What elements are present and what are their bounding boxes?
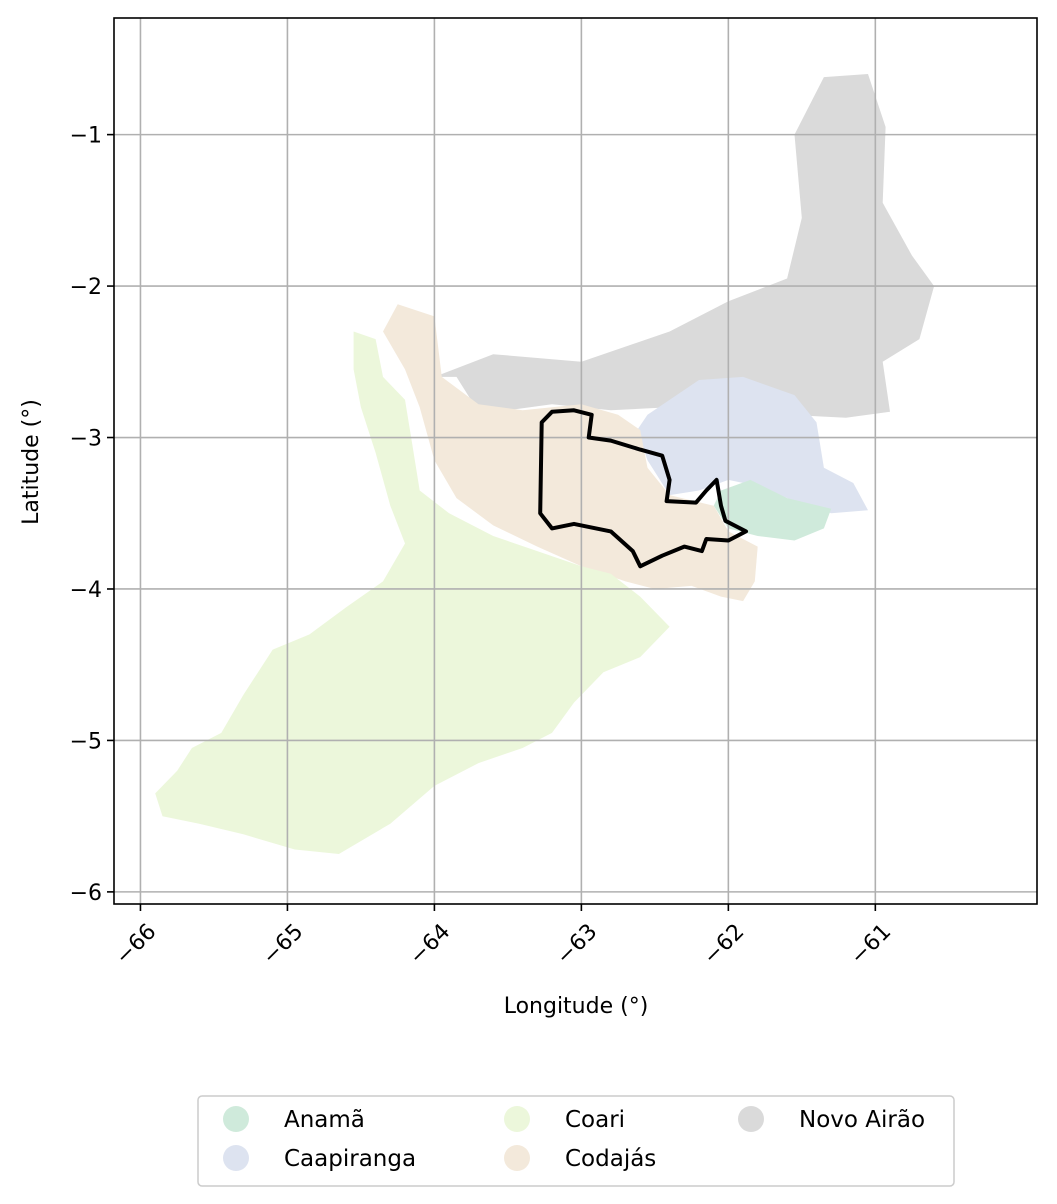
legend-swatch <box>223 1145 249 1171</box>
region-codajas <box>383 304 758 602</box>
x-tick-label: −63 <box>552 919 603 970</box>
x-tick-label: −62 <box>699 919 750 970</box>
y-tick-label: −3 <box>70 427 102 452</box>
legend-label: Codajás <box>565 1146 656 1172</box>
x-tick-label: −65 <box>258 919 309 970</box>
x-tick-label: −64 <box>405 919 456 970</box>
legend-swatch <box>504 1145 530 1171</box>
x-tick-label: −61 <box>846 919 897 970</box>
legend-item-caapiranga: Caapiranga <box>223 1145 416 1172</box>
grid-layer <box>114 18 1037 904</box>
legend-swatch <box>738 1106 764 1132</box>
legend-item-codajas: Codajás <box>504 1145 656 1172</box>
x-axis-label: Longitude (°) <box>504 994 649 1019</box>
legend-label: Coari <box>565 1107 625 1133</box>
legend-label: Novo Airão <box>799 1107 925 1133</box>
legend: Anamã Caapiranga Coari Codajás Novo Airão <box>197 1095 955 1187</box>
y-tick-label: −5 <box>70 729 102 754</box>
regions-layer <box>155 74 935 854</box>
legend-swatch <box>504 1106 530 1132</box>
region-novo-airao <box>434 74 935 418</box>
legend-swatch <box>223 1106 249 1132</box>
legend-item-anama: Anamã <box>223 1106 365 1133</box>
y-tick-label: −2 <box>70 275 102 300</box>
legend-label: Caapiranga <box>284 1146 416 1172</box>
legend-item-coari: Coari <box>504 1106 625 1133</box>
region-caapiranga <box>637 376 868 514</box>
legend-label: Anamã <box>284 1107 365 1133</box>
highlighted-boundary <box>538 408 748 569</box>
y-tick-label: −4 <box>70 578 102 603</box>
y-ticks: −1 −2 −3 −4 −5 −6 <box>70 124 114 906</box>
y-tick-label: −6 <box>70 881 102 906</box>
region-anama <box>713 479 832 541</box>
plot-frame <box>113 17 1038 905</box>
legend-frame <box>197 1095 955 1187</box>
x-ticks: −66 −65 −64 −63 −62 −61 <box>111 904 896 970</box>
y-tick-label: −1 <box>70 124 102 149</box>
region-coari <box>155 331 670 854</box>
x-tick-label: −66 <box>111 919 162 970</box>
legend-item-novo-airao: Novo Airão <box>738 1106 925 1133</box>
outline-layer <box>538 408 748 569</box>
y-axis-label: Latitude (°) <box>19 399 44 525</box>
